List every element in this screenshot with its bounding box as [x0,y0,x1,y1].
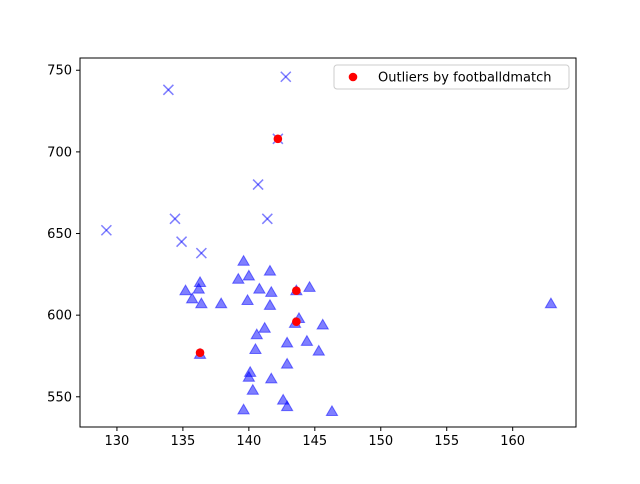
data-point-triangle-2 [242,269,256,281]
data-point-circle-1 [292,286,301,295]
data-point-x-4 [169,213,181,225]
data-point-triangle-35 [325,404,339,417]
x-tick-label-155: 155 [434,434,459,449]
axes-frame [79,57,577,428]
data-point-triangle-24 [248,342,262,354]
series-0-x-points [100,71,292,259]
data-point-x-7-stroke-b [176,236,188,248]
data-point-x-1 [162,84,174,96]
x-tick-label-130: 130 [105,434,130,449]
series-2-circle-points [195,134,301,358]
data-point-triangle-6 [192,282,206,294]
data-point-circle-0 [273,134,283,144]
y-tick-label-650: 650 [47,227,72,242]
data-point-triangle-34 [237,403,251,415]
data-point-x-5-stroke-b [261,213,273,225]
data-point-triangle-30 [264,372,278,384]
data-point-triangle-19 [316,318,330,330]
x-tick-label-135: 135 [170,434,195,449]
data-point-triangle-13 [194,297,208,309]
data-point-triangle-32 [276,393,290,405]
data-point-x-0-stroke-b [280,71,292,83]
data-point-x-1-stroke-b [162,84,174,96]
data-point-triangle-33 [280,399,294,412]
data-point-triangle-1 [263,264,277,276]
data-point-triangle-5 [303,280,317,292]
y-tick-label-750: 750 [47,64,72,79]
y-tick-label-700: 700 [47,145,72,160]
y-tick-label-550: 550 [47,390,72,405]
legend-marker-0 [348,72,358,82]
axes: 130 135 140 145 150 155 160 550 600 650 700 750 [47,57,577,449]
data-point-triangle-31 [246,383,260,395]
data-point-circle-2 [292,317,301,326]
x-tick-label-140: 140 [236,434,261,449]
x-tick-label-160: 160 [500,434,525,449]
data-point-triangle-9 [179,284,193,296]
data-point-triangle-16 [544,297,558,309]
data-point-triangle-29 [242,370,256,382]
data-point-x-0 [280,71,292,83]
data-point-triangle-11 [185,292,199,304]
data-point-x-8-stroke-b [195,247,207,259]
data-point-triangle-20 [258,321,272,333]
data-point-triangle-27 [280,357,294,369]
data-point-triangle-25 [312,344,326,356]
data-point-x-6-stroke-b [100,224,112,236]
legend-box [333,64,570,90]
data-point-triangle-23 [280,336,294,348]
data-point-triangle-3 [231,272,245,284]
data-point-triangle-22 [300,334,314,346]
x-tick-label-150: 150 [368,434,393,449]
legend: Outliers by footballdmatch [333,64,570,90]
data-point-triangle-21 [250,328,264,340]
data-point-x-6 [100,224,112,236]
data-point-triangle-0 [237,254,251,266]
data-point-triangle-14 [214,297,228,309]
x-tick-label-145: 145 [302,434,327,449]
data-point-x-3-stroke-b [252,179,264,191]
data-point-triangle-15 [263,298,277,310]
data-point-x-8 [195,247,207,259]
data-point-triangle-12 [241,293,255,305]
plot-area [100,71,558,417]
data-point-circle-3 [195,348,205,358]
data-point-x-5 [261,213,273,225]
legend-label-0: Outliers by footballdmatch [378,71,552,86]
data-point-triangle-10 [264,285,278,297]
data-point-x-4-stroke-b [169,213,181,225]
data-point-x-3 [252,179,264,191]
data-point-x-7 [176,236,188,248]
data-point-triangle-7 [252,282,266,294]
y-tick-label-600: 600 [47,309,72,324]
